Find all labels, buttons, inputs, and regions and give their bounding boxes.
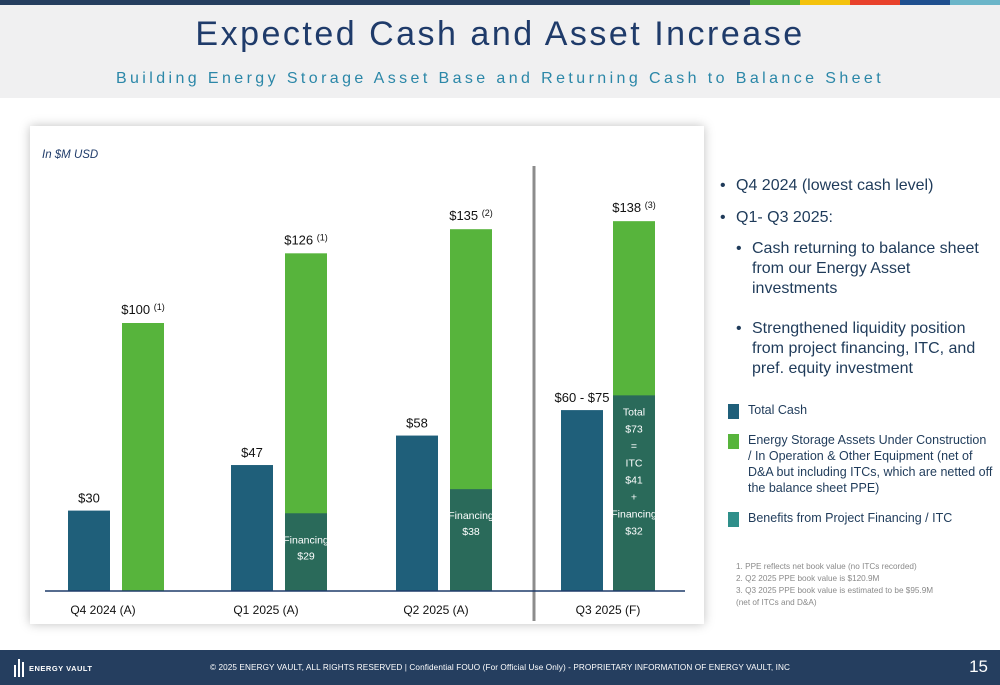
sub-bullet-liquidity: Strengthened liquidity position from pro… <box>720 319 998 379</box>
x-axis-tick-label: Q4 2024 (A) <box>70 603 135 617</box>
energy-vault-logo: ENERGY VAULT <box>14 659 93 677</box>
legend-item-benefits: Benefits from Project Financing / ITC <box>728 510 998 527</box>
bar-total-cash <box>561 410 603 591</box>
legend-label-cash: Total Cash <box>748 403 808 417</box>
page-number: 15 <box>969 657 988 676</box>
chart-panel: In $M USD $30 $100 (1) Q4 2024 (A) $47 Financ… <box>30 126 704 624</box>
legend-swatch-benefits <box>728 512 739 527</box>
slide-title: Expected Cash and Asset Increase <box>195 15 805 53</box>
data-label-assets: $100 (1) <box>121 302 165 317</box>
data-label-financing: $38 <box>462 526 480 538</box>
legend-label-benefits: Benefits from Project Financing / ITC <box>748 511 953 525</box>
bar-total-cash <box>396 435 438 591</box>
bullet-list: Q4 2024 (lowest cash level) Q1- Q3 2025:… <box>720 176 998 379</box>
x-axis-tick-label: Q1 2025 (A) <box>233 603 298 617</box>
sub-bullet-cash-returning: Cash returning to balance sheet from our… <box>720 239 998 299</box>
data-label-cash: $58 <box>406 416 428 431</box>
bar-total-cash <box>231 465 273 591</box>
data-label-financing: $29 <box>297 550 315 562</box>
slide-subtitle: Building Energy Storage Asset Base and R… <box>115 70 885 87</box>
footnote-2: 2. Q2 2025 PPE book value is $120.9M <box>736 574 880 583</box>
top-bar-segment <box>0 0 750 5</box>
legend-swatch-assets <box>728 434 739 449</box>
legend-label-assets: Energy Storage Assets Under Construction… <box>748 433 993 495</box>
slide-footer: ENERGY VAULT © 2025 ENERGY VAULT, ALL RI… <box>0 650 1000 685</box>
bullet-q1-q3-2025: Q1- Q3 2025: <box>720 208 998 228</box>
data-label-assets: $135 (2) <box>449 208 493 223</box>
data-label-financing: ITC <box>626 457 643 469</box>
data-label-financing: + <box>631 491 637 503</box>
unit-note: In $M USD <box>42 149 98 161</box>
data-label-financing: Total <box>623 406 645 418</box>
footnotes: 1. PPE reflects net book value (no ITCs … <box>736 561 996 609</box>
bar-financing-segment <box>450 489 492 591</box>
bar-chart: In $M USD $30 $100 (1) Q4 2024 (A) $47 Financ… <box>42 149 685 621</box>
data-label-cash: $30 <box>78 491 100 506</box>
data-label-financing: = <box>631 440 637 452</box>
x-axis-tick-label: Q3 2025 (F) <box>576 603 641 617</box>
bar-total-cash <box>68 510 110 591</box>
data-label-cash: $60 - $75 <box>555 390 610 405</box>
bar-financing-segment <box>613 395 655 591</box>
footnote-1: 1. PPE reflects net book value (no ITCs … <box>736 562 917 571</box>
legend-item-assets: Energy Storage Assets Under Construction… <box>728 432 993 496</box>
top-bar-segment <box>950 0 1000 5</box>
data-label-cash: $47 <box>241 445 263 460</box>
bullet-q4-2024: Q4 2024 (lowest cash level) <box>720 176 998 196</box>
logo-text: ENERGY VAULT <box>29 663 93 673</box>
bar-energy-storage-assets <box>122 323 164 591</box>
footer-copyright: © 2025 ENERGY VAULT, ALL RIGHTS RESERVED… <box>209 663 791 672</box>
top-bar-segment <box>850 0 900 5</box>
top-bar-segment <box>800 0 850 5</box>
legend-item-cash: Total Cash <box>728 402 998 419</box>
data-label-financing: Financing <box>448 510 494 522</box>
data-label-assets: $126 (1) <box>284 232 328 247</box>
data-label-financing: $32 <box>625 525 643 537</box>
top-color-bar <box>0 0 1000 5</box>
data-label-financing: Financing <box>611 508 657 520</box>
slide-header: Expected Cash and Asset Increase Buildin… <box>0 5 1000 98</box>
legend-swatch-cash <box>728 404 739 419</box>
bar-financing-segment <box>285 513 327 591</box>
top-bar-segment <box>750 0 800 5</box>
footnote-3: 3. Q3 2025 PPE book value is estimated t… <box>736 586 934 595</box>
data-label-financing: Financing <box>283 534 329 546</box>
data-label-financing: $41 <box>625 474 643 486</box>
data-label-assets: $138 (3) <box>612 200 656 215</box>
x-axis-tick-label: Q2 2025 (A) <box>403 603 468 617</box>
top-bar-segment <box>900 0 950 5</box>
logo-icon <box>14 659 24 677</box>
footnote-3-cont: (net of ITCs and D&A) <box>736 598 817 607</box>
data-label-financing: $73 <box>625 423 643 435</box>
